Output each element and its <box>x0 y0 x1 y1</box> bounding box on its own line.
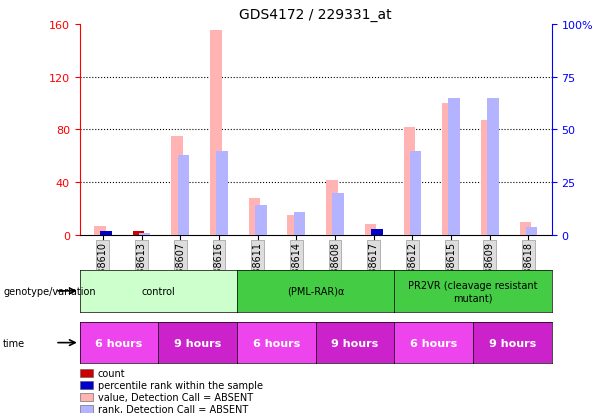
Text: 9 hours: 9 hours <box>332 338 379 348</box>
Bar <box>172 137 183 235</box>
Text: percentile rank within the sample: percentile rank within the sample <box>98 380 263 390</box>
FancyBboxPatch shape <box>80 381 93 389</box>
Bar <box>132 231 144 235</box>
Bar <box>409 151 421 235</box>
Bar <box>287 216 299 235</box>
Bar <box>326 180 338 235</box>
Text: 6 hours: 6 hours <box>410 338 457 348</box>
Bar <box>216 151 228 235</box>
Text: count: count <box>98 368 126 378</box>
FancyBboxPatch shape <box>80 393 93 401</box>
Text: control: control <box>142 286 175 296</box>
Text: (PML-RAR)α: (PML-RAR)α <box>287 286 345 296</box>
Bar <box>371 229 383 235</box>
Text: genotype/variation: genotype/variation <box>3 286 96 296</box>
Text: time: time <box>3 338 25 348</box>
Bar <box>365 225 376 235</box>
Text: 9 hours: 9 hours <box>489 338 536 348</box>
Text: 9 hours: 9 hours <box>174 338 221 348</box>
Bar <box>526 227 538 235</box>
Bar <box>448 98 460 235</box>
Bar <box>249 199 261 235</box>
Bar <box>255 206 267 235</box>
Bar <box>481 121 492 235</box>
Bar <box>520 222 531 235</box>
Bar <box>294 212 305 235</box>
FancyBboxPatch shape <box>80 405 93 413</box>
Text: 6 hours: 6 hours <box>253 338 300 348</box>
Title: GDS4172 / 229331_at: GDS4172 / 229331_at <box>240 8 392 22</box>
Bar <box>487 98 499 235</box>
Text: 6 hours: 6 hours <box>96 338 143 348</box>
Bar <box>139 233 151 235</box>
Bar <box>403 128 415 235</box>
Bar <box>94 226 105 235</box>
Bar <box>332 193 344 235</box>
Text: rank, Detection Call = ABSENT: rank, Detection Call = ABSENT <box>98 404 248 413</box>
Bar <box>210 31 222 235</box>
Bar <box>442 104 454 235</box>
Text: PR2VR (cleavage resistant
mutant): PR2VR (cleavage resistant mutant) <box>408 280 538 302</box>
FancyBboxPatch shape <box>80 369 93 377</box>
Bar <box>178 155 189 235</box>
Text: value, Detection Call = ABSENT: value, Detection Call = ABSENT <box>98 392 253 402</box>
Bar <box>100 231 112 235</box>
